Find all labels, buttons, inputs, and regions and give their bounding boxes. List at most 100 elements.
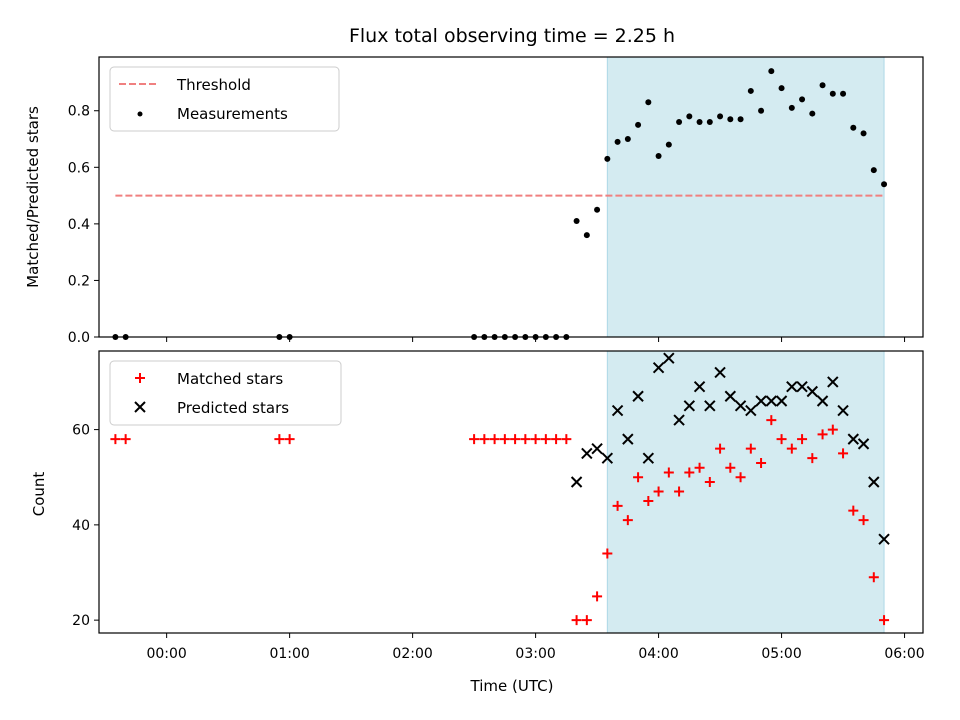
data-point [737, 116, 744, 123]
data-point [768, 68, 775, 75]
data-point [591, 442, 603, 455]
data-point [727, 116, 734, 123]
data-point [775, 395, 788, 407]
data-point [604, 155, 611, 162]
data-point [734, 400, 747, 412]
data-point [840, 90, 847, 97]
data-point [540, 434, 551, 445]
data-point [870, 167, 877, 174]
data-point [786, 443, 797, 454]
data-point [581, 447, 593, 460]
data-point [827, 376, 839, 388]
data-point [665, 141, 672, 148]
data-point [499, 434, 510, 445]
data-point [684, 467, 695, 478]
data-point [632, 390, 644, 402]
data-point [796, 381, 808, 393]
bottom-y-axis-label: Count [30, 472, 48, 517]
data-point [573, 218, 580, 225]
data-point [663, 467, 674, 478]
data-point [788, 104, 795, 111]
data-point [624, 136, 631, 143]
data-point [274, 434, 285, 445]
data-point [601, 452, 614, 464]
x-tick-label: 04:00 [638, 646, 678, 662]
x-tick-label: 06:00 [884, 646, 924, 662]
axes-frame [98, 56, 924, 338]
data-point [799, 96, 806, 103]
data-point [756, 457, 767, 468]
data-point [724, 390, 737, 402]
data-point [868, 476, 880, 488]
data-point [510, 434, 521, 445]
x-axis-label: Time (UTC) [470, 677, 554, 695]
data-point [633, 472, 644, 483]
data-point [611, 404, 624, 417]
data-point [653, 486, 664, 497]
data-point [530, 434, 541, 445]
top-panel: 0.0 0.2 0.4 0.6 0.8 Threshold Measurements [68, 56, 924, 346]
data-point [704, 400, 716, 412]
legend-swatch [137, 111, 143, 117]
y-tick-label: 0.6 [68, 160, 90, 176]
data-point [819, 82, 826, 89]
data-point [673, 414, 685, 426]
predicted-starsseries [570, 352, 890, 545]
data-point [693, 381, 706, 393]
legend-label: Matched stars [177, 370, 283, 388]
data-point [776, 434, 787, 445]
data-point [612, 500, 623, 511]
y-tick-label: 0.8 [68, 104, 90, 120]
data-point [817, 429, 828, 440]
legend: Threshold Measurements [109, 66, 340, 132]
data-point [602, 548, 613, 559]
data-point [765, 395, 778, 407]
measurementsseries [112, 68, 888, 340]
data-point [663, 352, 675, 364]
legend-box [109, 66, 340, 132]
top-y-axis-label: Matched/Predicted stars [24, 106, 42, 288]
data-point [735, 472, 746, 483]
data-point [704, 476, 715, 487]
legend-label: Predicted stars [177, 399, 289, 417]
data-point [479, 434, 490, 445]
data-point [827, 424, 838, 435]
y-tick-label: 0.2 [68, 273, 90, 289]
data-point [652, 361, 665, 374]
data-point [747, 87, 754, 94]
data-point [570, 476, 583, 488]
data-point [622, 515, 633, 526]
data-point [551, 434, 562, 445]
data-point [120, 434, 131, 445]
data-point [489, 434, 500, 445]
matched-starsseries [110, 415, 890, 626]
y-tick-label: 60 [72, 423, 90, 439]
data-point [857, 438, 870, 450]
highlight-span [607, 57, 885, 337]
data-point [676, 119, 683, 126]
data-point [758, 107, 765, 114]
data-point [686, 113, 693, 120]
x-tick-label: 03:00 [515, 646, 555, 662]
data-point [683, 400, 696, 412]
data-point [642, 452, 655, 464]
data-point [858, 515, 869, 526]
data-point [879, 615, 890, 626]
y-tick-label: 0.0 [68, 330, 90, 346]
y-tick-label: 0.4 [68, 217, 90, 233]
data-point [110, 434, 121, 445]
data-point [848, 505, 859, 516]
x-tick-label: 00:00 [146, 646, 186, 662]
highlight-span [607, 351, 885, 633]
data-point [766, 415, 777, 426]
data-point [809, 110, 816, 117]
data-point [717, 113, 724, 120]
data-point [881, 181, 888, 188]
x-tick-label: 01:00 [269, 646, 309, 662]
data-point [778, 85, 785, 92]
legend: Matched stars Predicted stars [109, 360, 342, 426]
data-point [816, 395, 829, 407]
legend-swatch [135, 373, 145, 383]
y-tick-label: 40 [72, 518, 90, 534]
